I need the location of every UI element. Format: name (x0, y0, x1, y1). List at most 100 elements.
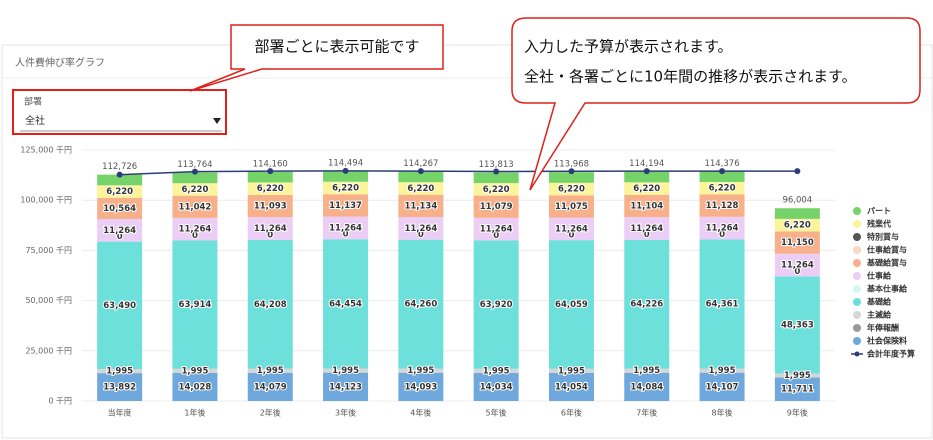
data-label: 11,264 (555, 224, 588, 234)
data-label: 63,490 (103, 301, 136, 311)
callout-text: 入力した予算が表示されます。 (524, 38, 733, 56)
data-label: 0 (117, 232, 123, 242)
bar-segment (323, 216, 369, 240)
bar-segment (774, 218, 820, 232)
bar-segment (323, 171, 369, 182)
bar-segment (97, 185, 143, 198)
data-label: 0 (568, 231, 574, 241)
bar-segment (624, 182, 670, 195)
data-label: 1,995 (483, 366, 510, 376)
data-label: 11,128 (706, 201, 739, 211)
bar-segment (548, 195, 594, 218)
data-label: 10,564 (103, 204, 136, 214)
data-label: 6,220 (182, 185, 209, 195)
bar-segment (473, 372, 519, 401)
bar-segment (699, 372, 745, 401)
legend-label: 社会保険料 (866, 336, 907, 346)
data-label: 11,264 (706, 224, 739, 234)
y-tick-label: 75,000 千円 (25, 245, 72, 255)
bar-segment (398, 368, 444, 373)
data-label: 0 (343, 230, 349, 240)
bar-segment (624, 171, 670, 183)
data-label: 1,995 (709, 366, 736, 376)
data-label: 14,054 (555, 382, 588, 392)
data-label: 1,995 (106, 367, 133, 377)
data-label: 6,220 (558, 185, 585, 195)
legend-label: 基礎給賞与 (866, 258, 907, 268)
bar-segment (624, 194, 670, 218)
bar-segment (172, 183, 218, 196)
bar-segment (548, 240, 594, 369)
y-tick-label: 100,000 千円 (20, 195, 72, 205)
data-label: 11,264 (179, 225, 212, 235)
callout-box (189, 24, 444, 92)
data-label: 13,892 (103, 383, 136, 393)
bar-segment (323, 372, 369, 401)
budget-point (267, 168, 274, 175)
x-tick-label: 1年後 (184, 408, 205, 418)
legend-label: 仕事給 (866, 271, 892, 281)
select-box[interactable] (20, 110, 222, 130)
data-label: 6,220 (407, 184, 434, 194)
total-label: 96,004 (782, 196, 812, 206)
data-label: 11,079 (480, 202, 513, 212)
data-label: 14,123 (329, 382, 362, 392)
bar-segment (398, 239, 444, 369)
data-label: 11,264 (329, 223, 362, 233)
panel-title: 人件費伸び率グラフ (15, 56, 105, 69)
data-label: 11,075 (555, 202, 588, 212)
data-label: 64,226 (630, 300, 663, 310)
bar-segment (548, 372, 594, 401)
budget-point (342, 167, 349, 174)
legend-marker (853, 233, 861, 241)
bar-segment (774, 276, 820, 374)
budget-point (191, 168, 198, 175)
legend-label: 主滅給 (867, 310, 892, 320)
data-label: 1,995 (257, 366, 284, 376)
callout-text: 全社・各署ごとに10年間の推移が表示されます。 (524, 68, 857, 86)
legend-label: 会計年度予算 (867, 349, 915, 359)
data-label: 11,264 (630, 224, 663, 234)
bar-segment (247, 182, 293, 195)
data-label: 48,363 (781, 320, 814, 330)
data-label: 0 (719, 230, 725, 240)
bar-segment (172, 195, 218, 218)
bar-segment (624, 217, 670, 240)
legend-marker (853, 246, 861, 254)
legend-label: 特別賞与 (867, 232, 899, 242)
x-tick-label: 7年後 (636, 408, 657, 418)
total-label: 114,160 (253, 159, 288, 169)
data-label: 14,107 (706, 382, 739, 392)
select-value[interactable]: 全社 (25, 114, 45, 127)
total-label: 114,494 (328, 159, 363, 169)
data-label: 6,220 (257, 184, 284, 194)
x-tick-label: 5年後 (486, 408, 507, 418)
data-label: 6,220 (784, 221, 811, 231)
bar-segment (774, 208, 820, 219)
bar-segment (699, 239, 745, 369)
legend-marker (853, 207, 861, 215)
bar-segment (624, 368, 670, 373)
select-arrow[interactable] (213, 118, 221, 124)
bar-segment (172, 172, 218, 184)
data-label: 6,220 (332, 183, 359, 193)
bar-segment (247, 217, 293, 240)
x-tick-label: 9年後 (787, 408, 808, 418)
bar-segment (624, 239, 670, 369)
bar-segment (473, 240, 519, 369)
bar-segment (97, 373, 143, 401)
bar-segment (97, 369, 143, 374)
y-tick-label: 125,000 千円 (20, 145, 72, 155)
filter-select[interactable]: 全社 (20, 110, 222, 132)
legend-marker (854, 351, 860, 357)
bar-segment (699, 181, 745, 195)
legend-label: 基礎給 (866, 297, 892, 307)
data-label: 11,137 (329, 201, 362, 211)
budget-point (794, 168, 801, 175)
data-label: 6,220 (106, 187, 133, 197)
budget-point (417, 168, 424, 175)
data-label: 64,454 (329, 299, 362, 309)
bar-segment (247, 194, 293, 218)
bar-segment (774, 373, 820, 378)
bar-segment (398, 194, 444, 218)
